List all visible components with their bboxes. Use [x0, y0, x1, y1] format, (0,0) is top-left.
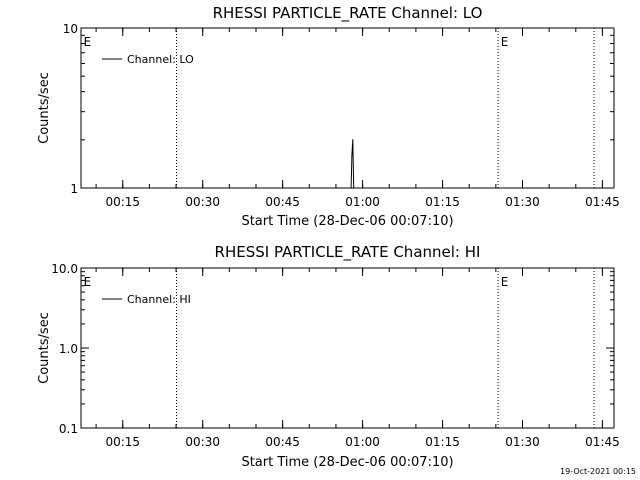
chart0-x-tick-label: 01:00 — [345, 195, 380, 209]
chart0-x-tick-label: 01:45 — [585, 195, 620, 209]
chart1-x-tick-label: 01:30 — [505, 435, 540, 449]
chart1-x-tick-label: 00:45 — [265, 435, 300, 449]
chart0-data-point — [352, 139, 354, 141]
chart0-x-tick-label: 00:45 — [265, 195, 300, 209]
chart1-title: RHESSI PARTICLE_RATE Channel: HI — [215, 243, 481, 262]
chart1-y-axis-label: Counts/sec — [37, 312, 52, 384]
chart0-event-marker: E — [84, 35, 92, 49]
chart1-x-tick-label: 00:30 — [185, 435, 220, 449]
chart0-data-point — [350, 187, 352, 189]
chart1-y-tick-label: 10.0 — [51, 262, 78, 276]
chart0-y-axis-label: Counts/sec — [37, 72, 52, 144]
chart1-x-tick-label: 00:15 — [105, 435, 140, 449]
chart0-x-tick-label: 00:30 — [185, 195, 220, 209]
chart1-plot-frame — [80, 267, 615, 429]
chart1-x-tick-label: 01:15 — [425, 435, 460, 449]
chart0-data-point — [353, 187, 355, 189]
chart0-data-point — [351, 154, 353, 156]
chart0-series-line — [350, 139, 355, 189]
chart1-event-marker: E — [84, 275, 92, 289]
chart1-x-axis-label: Start Time (28-Dec-06 00:07:10) — [241, 455, 453, 470]
chart1-y-tick-label: 0.1 — [59, 422, 78, 436]
chart1-event-marker: E — [501, 275, 509, 289]
chart0-x-tick-label: 01:30 — [505, 195, 540, 209]
chart0-y-tick-label: 1 — [70, 182, 78, 196]
chart0-event-marker: E — [501, 35, 509, 49]
chart1-x-tick-label: 01:00 — [345, 435, 380, 449]
chart0-title: RHESSI PARTICLE_RATE Channel: LO — [213, 4, 483, 23]
footer-timestamp: 19-Oct-2021 00:15 — [560, 467, 636, 476]
chart0-legend-entry: Channel: LO — [127, 53, 194, 66]
chart0-x-axis-label: Start Time (28-Dec-06 00:07:10) — [241, 214, 453, 229]
chart1-x-tick-label: 01:45 — [585, 435, 620, 449]
chart0-plot-frame — [80, 27, 615, 189]
chart0-x-tick-label: 01:15 — [425, 195, 460, 209]
chart1-y-tick-label: 1.0 — [59, 342, 78, 356]
chart0-y-tick-label: 10 — [63, 22, 78, 36]
chart1-legend-entry: Channel: HI — [127, 293, 191, 306]
chart0-x-tick-label: 00:15 — [105, 195, 140, 209]
